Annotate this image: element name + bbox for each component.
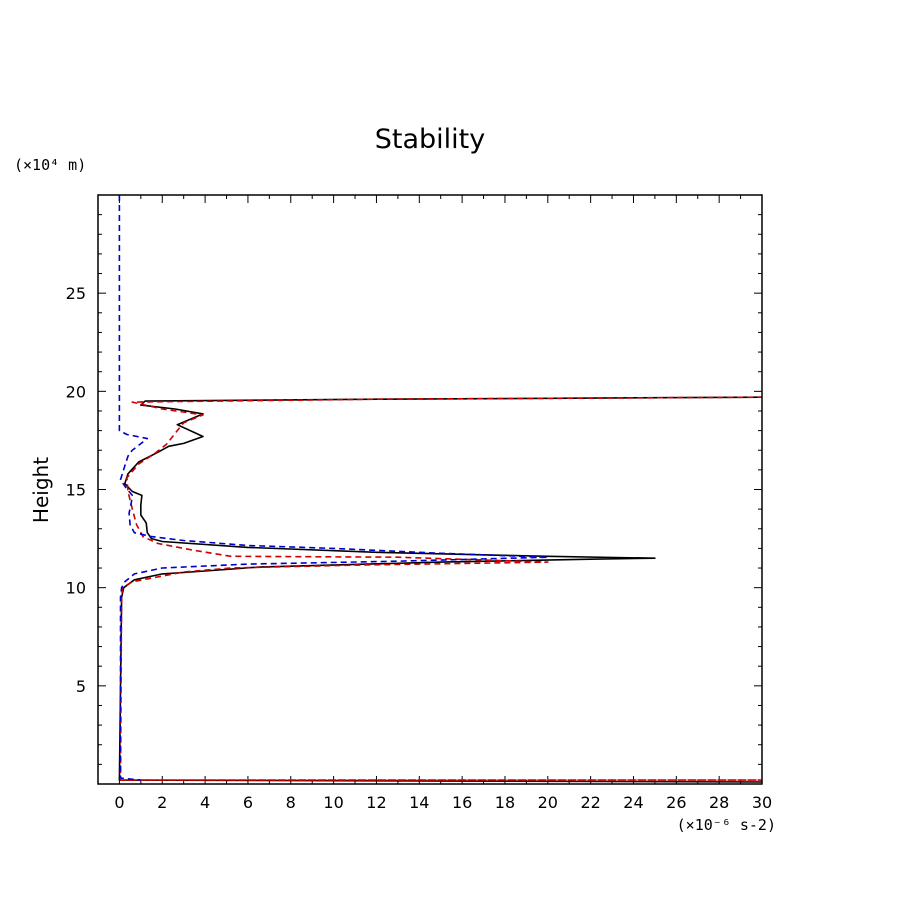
series-line-1 (118, 396, 762, 783)
series-group (118, 195, 762, 783)
x-tick-label: 28 (709, 793, 729, 812)
series-line-3 (118, 195, 549, 781)
x-tick-label: 30 (752, 793, 772, 812)
x-tick-label: 24 (623, 793, 643, 812)
x-tick-label: 8 (286, 793, 296, 812)
x-tick-label: 0 (114, 793, 124, 812)
x-tick-label: 10 (323, 793, 343, 812)
x-tick-label: 2 (157, 793, 167, 812)
x-tick-label: 20 (538, 793, 558, 812)
y-unit-label: (×10⁴ m) (14, 156, 86, 174)
series-line-2 (119, 396, 762, 781)
x-unit-label: (×10⁻⁶ s-2) (677, 816, 776, 834)
x-tick-label: 12 (366, 793, 386, 812)
y-tick-label: 10 (66, 579, 86, 598)
series-layer (118, 195, 762, 783)
y-tick-label: 20 (66, 382, 86, 401)
x-tick-label: 18 (495, 793, 515, 812)
chart-title: Stability (375, 124, 486, 155)
y-tick-label: 25 (66, 284, 86, 303)
x-tick-label: 22 (580, 793, 600, 812)
y-axis-label: Height (29, 457, 53, 523)
x-tick-label: 14 (409, 793, 429, 812)
x-tick-label: 4 (200, 793, 210, 812)
x-tick-label: 6 (243, 793, 253, 812)
x-tick-label: 26 (666, 793, 686, 812)
y-tick-label: 5 (76, 677, 86, 696)
plot-frame (97, 194, 763, 785)
y-tick-label: 15 (66, 481, 86, 500)
x-tick-label: 16 (452, 793, 472, 812)
